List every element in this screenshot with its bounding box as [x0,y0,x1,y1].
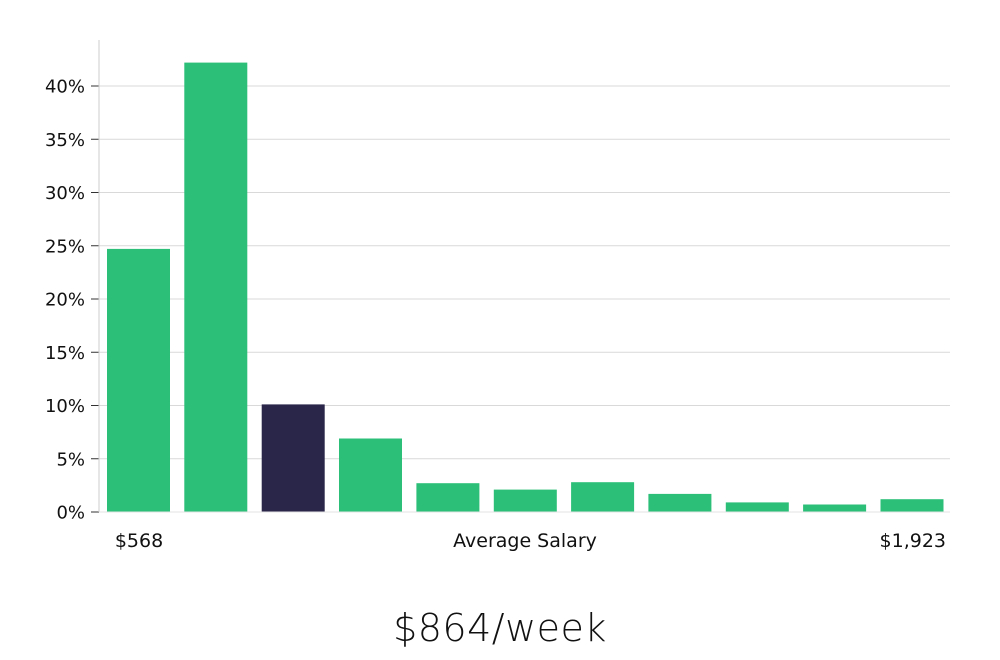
bar [725,502,789,512]
bar [571,482,635,512]
bars [107,62,944,512]
bar [339,438,402,512]
bar [648,493,712,512]
x-range-max-label: $1,923 [880,530,946,552]
x-range-min-label: $568 [115,530,163,552]
average-salary-value: $864/week [393,606,607,650]
y-tick-label: 30% [45,183,85,204]
bar [416,483,480,512]
highlighted-bar [261,404,325,512]
bar [184,62,248,512]
y-tick-label: 0% [56,503,85,524]
salary-histogram-chart: 0% 5% 10% 15% 20% 25% 30% 35% 40% $568 Average S… [45,40,950,552]
y-tick-label: 5% [56,449,85,470]
y-tick-label: 40% [45,77,85,98]
bar [880,499,944,512]
y-axis-tick-labels: 0% 5% 10% 15% 20% 25% 30% 35% 40% [45,77,99,524]
y-tick-label: 25% [45,236,85,257]
y-tick-label: 10% [45,396,85,417]
bar [493,489,557,512]
y-tick-label: 35% [45,130,85,151]
y-tick-label: 15% [45,343,85,364]
y-tick-label: 20% [45,290,85,311]
bar [803,504,867,512]
bar [107,248,170,512]
x-axis-title: Average Salary [453,530,597,552]
